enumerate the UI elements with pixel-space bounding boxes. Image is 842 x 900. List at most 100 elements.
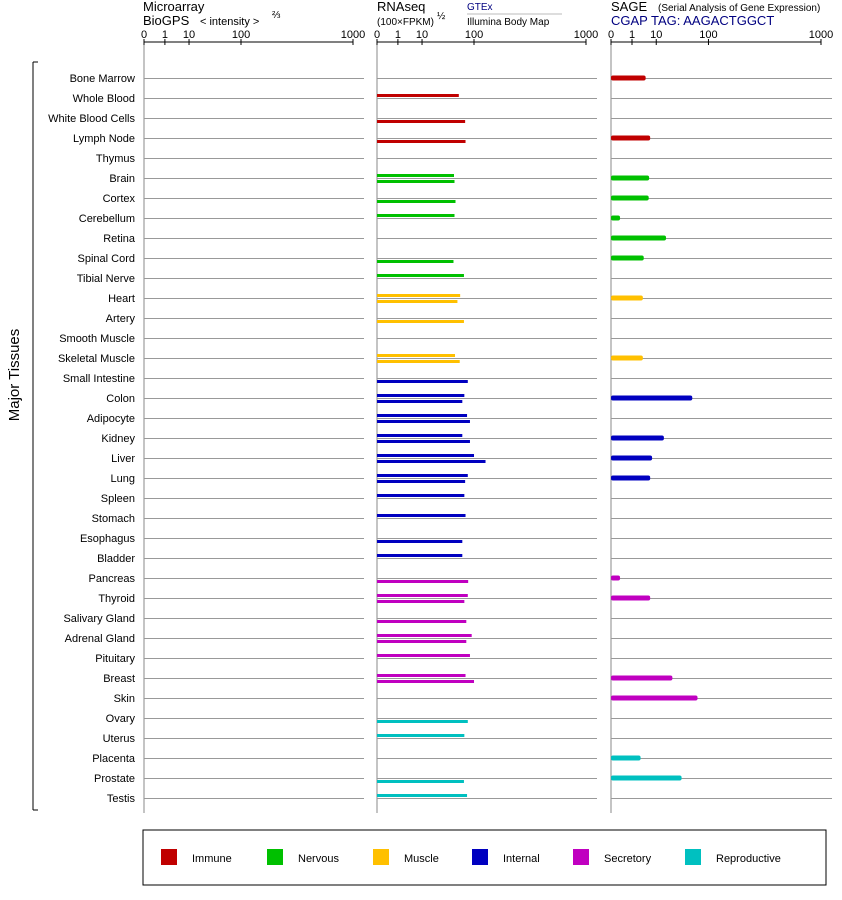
tissue-label: Adipocyte: [87, 413, 135, 425]
sage-title: SAGE: [611, 0, 647, 14]
rnaseq-gtex-label: GTEx: [467, 2, 493, 13]
rnaseq-tick-label: 10: [416, 29, 428, 41]
tissue-label: Smooth Muscle: [59, 333, 135, 345]
legend-swatch-immune: [161, 849, 177, 865]
rnaseq-gtex-bar: [377, 214, 455, 217]
rnaseq-gtex-bar: [377, 654, 470, 657]
legend-label-nervous: Nervous: [298, 853, 339, 865]
tissue-label: Pituitary: [95, 653, 135, 665]
rnaseq-ibm-bar: [377, 360, 460, 363]
rnaseq-tick-label: 1000: [574, 29, 598, 41]
sage-bar: [611, 135, 651, 141]
microarray-scale: < intensity >: [200, 16, 259, 28]
rnaseq-ibm-bar: [377, 260, 454, 263]
rnaseq-gtex-bar: [377, 434, 463, 437]
legend: Immune Nervous Muscle Internal Secretory Repr…: [161, 849, 781, 865]
tissue-label: Spleen: [101, 493, 135, 505]
rnaseq-ibm-bar: [377, 180, 455, 183]
legend-label-immune: Immune: [192, 853, 232, 865]
rnaseq-ibm-bar: [377, 380, 468, 383]
tissue-label: Adrenal Gland: [65, 633, 135, 645]
rnaseq-scale: (100×FPKM): [377, 17, 434, 28]
rnaseq-ibm-bar: [377, 420, 470, 423]
rnaseq-gtex-bar: [377, 414, 468, 417]
sage-bar: [611, 295, 643, 301]
rnaseq-ibm-bar: [377, 460, 486, 463]
rnaseq-gtex-bar: [377, 554, 463, 557]
microarray-tick-label: 100: [232, 29, 250, 41]
tissue-label: Cortex: [103, 193, 136, 205]
rnaseq-ibm-bar: [377, 140, 466, 143]
rnaseq-gtex-bar: [377, 794, 468, 797]
tissue-label: Brain: [109, 173, 135, 185]
tissue-label: Stomach: [92, 513, 135, 525]
sage-bar: [611, 255, 644, 261]
rnaseq-ibm-bar: [377, 200, 456, 203]
tissue-label: Ovary: [106, 713, 136, 725]
rnaseq-gtex-bar: [377, 354, 456, 357]
tissue-label: Lymph Node: [73, 133, 135, 145]
rnaseq-gtex-bar: [377, 394, 465, 397]
sage-bar: [611, 175, 650, 181]
legend-swatch-internal: [472, 849, 488, 865]
legend-swatch-secretory: [573, 849, 589, 865]
legend-label-secretory: Secretory: [604, 853, 652, 865]
tissue-label: Thyroid: [98, 593, 135, 605]
rnaseq-tick-label: 100: [465, 29, 483, 41]
tissue-label: Prostate: [94, 773, 135, 785]
tissue-label: Heart: [108, 293, 135, 305]
rnaseq-gtex-bar: [377, 454, 475, 457]
sage-tick-label: 1: [629, 29, 635, 41]
sage-header: SAGE (Serial Analysis of Gene Expression…: [611, 0, 820, 28]
rnaseq-gtex-bar: [377, 294, 461, 297]
rnaseq-header: RNAseq GTEx (100×FPKM) ½ Illumina Body M…: [377, 0, 562, 28]
sage-bar: [611, 675, 673, 681]
legend-swatch-muscle: [373, 849, 389, 865]
rnaseq-tick-label: 0: [374, 29, 380, 41]
microarray-title: Microarray: [143, 0, 205, 14]
tissue-label: Bone Marrow: [70, 73, 135, 85]
rnaseq-gtex-bar: [377, 174, 454, 177]
tissue-label: Breast: [103, 673, 135, 685]
rnaseq-ibm-bar: [377, 780, 464, 783]
tissue-label: Liver: [111, 453, 135, 465]
microarray-source: BioGPS: [143, 13, 190, 28]
tissue-label: Pancreas: [89, 573, 136, 585]
sage-bar: [611, 75, 646, 81]
tissue-label: White Blood Cells: [48, 113, 135, 125]
sage-tag: CGAP TAG: AAGACTGGCT: [611, 13, 774, 28]
rnaseq-gtex-bar: [377, 274, 464, 277]
rnaseq-ibm-bar: [377, 680, 475, 683]
rnaseq-ibm-bar: [377, 620, 467, 623]
legend-swatch-nervous: [267, 849, 283, 865]
rnaseq-gtex-bar: [377, 734, 465, 737]
tissue-label: Skeletal Muscle: [58, 353, 135, 365]
sage-subtitle: (Serial Analysis of Gene Expression): [658, 3, 820, 14]
sage-bar: [611, 755, 641, 761]
microarray-tick-label: 10: [183, 29, 195, 41]
sage-bar: [611, 575, 621, 581]
sage-bar: [611, 235, 667, 241]
sage-bar: [611, 775, 682, 781]
tissue-label: Testis: [107, 793, 136, 805]
rnaseq-ibm-bar: [377, 480, 466, 483]
tissue-label: Thymus: [96, 153, 136, 165]
sage-bar: [611, 695, 698, 701]
tissue-label: Esophagus: [80, 533, 136, 545]
tissue-labels: Bone Marrow Whole Blood White Blood Cells L…: [48, 73, 136, 805]
tissue-label: Colon: [106, 393, 135, 405]
category-gridlines: [144, 78, 832, 799]
tissue-label: Cerebellum: [79, 213, 135, 225]
tissue-label: Skin: [114, 693, 135, 705]
rnaseq-gtex-bar: [377, 634, 472, 637]
sage-tick-label: 100: [699, 29, 717, 41]
rnaseq-gtex-bar: [377, 594, 468, 597]
tissue-label: Uterus: [103, 733, 136, 745]
tissue-label: Placenta: [92, 753, 136, 765]
rnaseq-ibm-bar: [377, 720, 468, 723]
microarray-tick-label: 1: [162, 29, 168, 41]
rnaseq-ibm-bar: [377, 440, 470, 443]
sage-bar: [611, 395, 693, 401]
expression-bars: [377, 75, 698, 797]
